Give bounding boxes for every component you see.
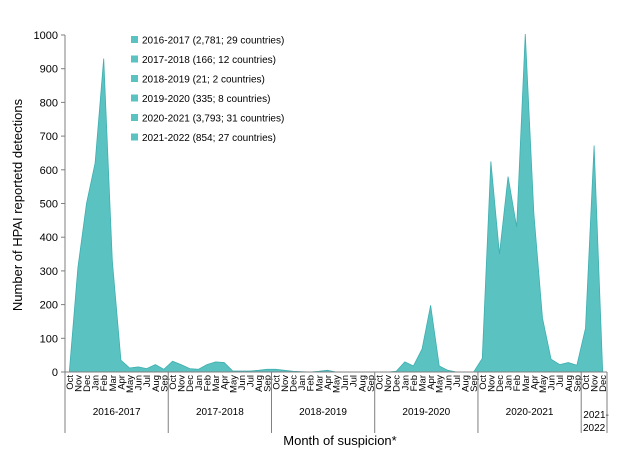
y-tick-label: 200 [40, 300, 58, 312]
month-tick-label: Jul [452, 375, 463, 387]
legend-swatch [131, 36, 138, 43]
month-tick-label: Jul [555, 375, 566, 387]
month-tick-label: Sep [263, 375, 274, 392]
month-tick-label: May [228, 375, 239, 393]
y-tick-label: 1000 [34, 30, 58, 42]
season-label: 2017-2018 [196, 407, 244, 418]
month-tick-label: Dec [288, 375, 299, 392]
month-tick-label: Sep [159, 375, 170, 392]
y-tick-label: 0 [52, 367, 58, 379]
month-tick-label: Jul [245, 375, 256, 387]
month-tick-label: Aug [461, 375, 472, 392]
month-tick-label: Jun [547, 375, 558, 390]
month-tick-label: Sep [572, 375, 583, 392]
month-tick-label: Apr [426, 375, 437, 390]
month-tick-label: Jun [237, 375, 248, 390]
month-tick-label: Dec [495, 375, 506, 392]
month-tick-label: Oct [581, 375, 592, 390]
season-label: 2019-2020 [402, 407, 450, 418]
month-tick-label: Apr [529, 375, 540, 390]
month-tick-label: Feb [99, 375, 110, 391]
month-tick-label: Sep [366, 375, 377, 392]
legend-swatch [131, 55, 138, 63]
legend-label: 2017-2018 (166; 12 countries) [142, 55, 276, 66]
month-tick-label: Apr [116, 375, 127, 390]
month-tick-label: Apr [220, 375, 231, 390]
month-tick-label: Aug [357, 375, 368, 392]
month-tick-label: Feb [202, 375, 213, 391]
month-tick-label: Feb [512, 375, 523, 391]
month-tick-label: Nov [280, 375, 291, 392]
month-tick-label: Aug [564, 375, 575, 392]
month-tick-label: Jun [134, 375, 145, 390]
y-tick-label: 900 [40, 64, 58, 76]
month-tick-label: Nov [177, 375, 188, 392]
month-tick-label: Oct [65, 375, 76, 390]
month-tick-label: Jun [443, 375, 454, 390]
month-tick-label: Mar [108, 375, 119, 391]
legend-label: 2016-2017 (2,781; 29 countries) [142, 36, 284, 47]
month-tick-label: Mar [314, 375, 325, 391]
month-tick-label: Oct [271, 375, 282, 390]
month-tick-label: Jan [400, 375, 411, 390]
month-tick-label: Oct [375, 375, 386, 390]
legend-label: 2019-2020 (335; 8 countries) [142, 94, 270, 105]
month-tick-label: Jul [349, 375, 360, 387]
month-tick-label: Nov [73, 375, 84, 392]
month-tick-label: Mar [521, 375, 532, 391]
legend-swatch [131, 94, 138, 102]
month-tick-label: Oct [168, 375, 179, 390]
y-tick-label: 400 [40, 232, 58, 244]
month-tick-label: May [332, 375, 343, 393]
month-tick-label: Dec [185, 375, 196, 392]
y-axis-title: Number of HPAI reportetd detections [10, 98, 25, 311]
month-tick-label: Dec [82, 375, 93, 392]
legend-swatch [131, 75, 138, 82]
month-tick-label: Mar [211, 375, 222, 391]
month-tick-label: Mar [418, 375, 429, 391]
month-tick-label: May [125, 375, 136, 393]
legend-label: 2018-2019 (21; 2 countries) [142, 75, 265, 86]
month-tick-label: Oct [478, 375, 489, 390]
month-tick-label: Nov [383, 375, 394, 392]
month-tick-label: Jan [504, 375, 515, 390]
x-axis-title: Month of suspicion* [283, 433, 396, 448]
y-tick-label: 300 [40, 266, 58, 278]
month-tick-label: Jul [142, 375, 153, 387]
month-tick-label: Jan [194, 375, 205, 390]
y-tick-label: 100 [40, 333, 58, 345]
month-tick-label: Jan [91, 375, 102, 390]
season-label: 2016-2017 [93, 407, 141, 418]
month-tick-label: Aug [254, 375, 265, 392]
month-tick-label: Jun [340, 375, 351, 390]
month-tick-label: Jan [297, 375, 308, 390]
season-label: 2018-2019 [299, 407, 347, 418]
legend-label: 2021-2022 (854; 27 countries) [142, 133, 276, 144]
legend: 2016-2017 (2,781; 29 countries) 2017-2018… [131, 36, 284, 144]
legend-label: 2020-2021 (3,793; 31 countries) [142, 114, 284, 125]
month-tick-label: Sep [469, 375, 480, 392]
legend-swatch [131, 114, 138, 121]
month-tick-label: Aug [151, 375, 162, 392]
y-tick-label: 500 [40, 199, 58, 211]
season-label: 2020-2021 [506, 407, 554, 418]
y-tick-label: 600 [40, 165, 58, 177]
month-tick-label: Dec [392, 375, 403, 392]
month-tick-label: Nov [590, 375, 601, 392]
y-tick-label: 700 [40, 131, 58, 143]
month-tick-label: May [538, 375, 549, 393]
x-axis: OctNovDecJanFebMarAprMayJunJulAugSepOctN… [64, 371, 609, 434]
month-tick-label: Apr [323, 375, 334, 390]
month-tick-label: Feb [306, 375, 317, 391]
month-tick-label: Nov [486, 375, 497, 392]
month-tick-label: Feb [409, 375, 420, 391]
y-tick-label: 800 [40, 97, 58, 109]
season-label-cont: 2022 [583, 423, 606, 434]
legend-swatch [131, 133, 138, 141]
season-label: 2021- [583, 410, 609, 421]
y-axis: 0 100 200 300 400 500 600 700 800 900 1000 [34, 30, 66, 379]
month-tick-label: Dec [598, 375, 609, 392]
month-tick-label: May [435, 375, 446, 393]
